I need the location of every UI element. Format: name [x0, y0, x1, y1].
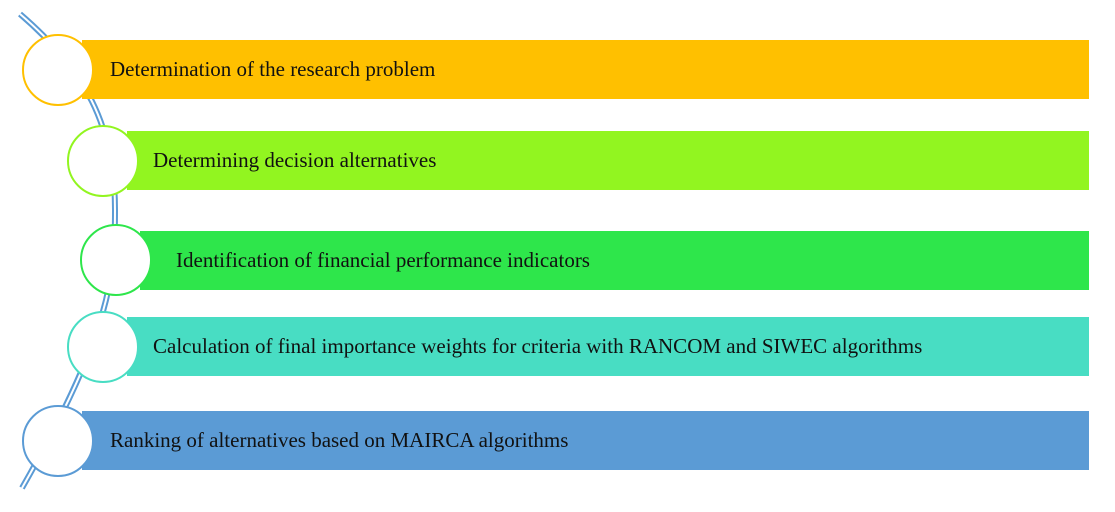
- step-label-4: Calculation of final importance weights …: [153, 334, 923, 358]
- step-marker-1: [22, 34, 94, 106]
- step-marker-4: [67, 311, 139, 383]
- step-label-2: Determining decision alternatives: [153, 148, 437, 172]
- step-marker-2: [67, 125, 139, 197]
- step-bar-1: Determination of the research problem: [82, 40, 1089, 99]
- step-label-5: Ranking of alternatives based on MAIRCA …: [110, 428, 569, 452]
- step-bar-4: Calculation of final importance weights …: [127, 317, 1089, 376]
- step-label-3: Identification of financial performance …: [176, 248, 590, 272]
- step-label-1: Determination of the research problem: [110, 57, 436, 81]
- step-bar-5: Ranking of alternatives based on MAIRCA …: [82, 411, 1089, 470]
- step-bar-2: Determining decision alternatives: [127, 131, 1089, 190]
- step-bar-3: Identification of financial performance …: [140, 231, 1089, 290]
- step-marker-5: [22, 405, 94, 477]
- step-marker-3: [80, 224, 152, 296]
